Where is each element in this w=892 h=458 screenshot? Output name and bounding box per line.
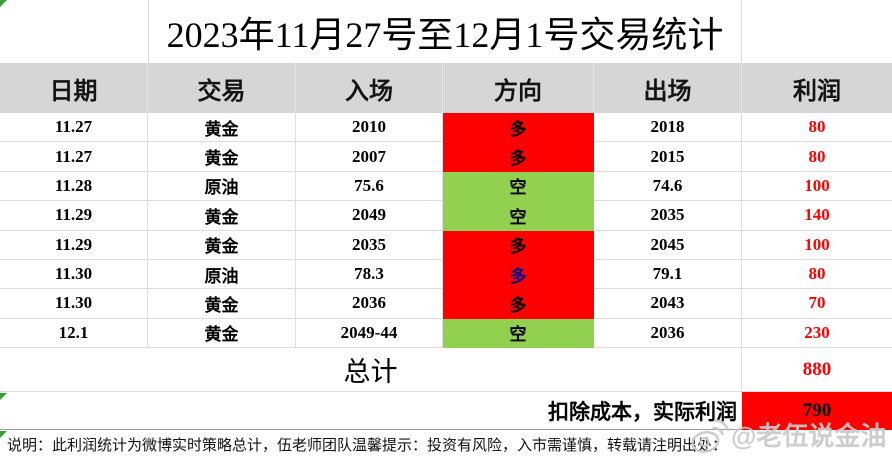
table-row: 11.30 原油 78.3 多 79.1 80 <box>0 259 892 290</box>
title-band: 2023年11月27号至12月1号交易统计 <box>0 0 892 63</box>
date-cell: 11.28 <box>0 171 148 202</box>
column-header-entry: 入场 <box>296 63 443 113</box>
instrument-cell: 黄金 <box>148 113 296 143</box>
profit-cell: 80 <box>742 259 892 290</box>
entry-cell: 2010 <box>296 113 443 143</box>
table-body: 11.27 黄金 2010 多 2018 80 11.27 黄金 2007 多 … <box>0 113 892 348</box>
exit-cell: 2036 <box>594 318 742 348</box>
table-row: 12.1 黄金 2049-44 空 2036 230 <box>0 318 892 348</box>
instrument-cell: 黄金 <box>148 201 296 231</box>
table-row: 11.29 黄金 2049 空 2035 140 <box>0 201 892 231</box>
cell-marker-icon <box>0 393 7 400</box>
direction-cell: 多 <box>443 259 594 290</box>
date-cell: 11.30 <box>0 259 148 290</box>
instrument-cell: 黄金 <box>148 142 296 172</box>
exit-cell: 2035 <box>594 201 742 231</box>
date-cell: 11.30 <box>0 289 148 319</box>
table-header-row: 日期 交易 入场 方向 出场 利润 <box>0 63 892 113</box>
direction-cell: 多 <box>443 113 594 143</box>
watermark: @老伍说金油 <box>688 416 886 453</box>
date-cell: 11.27 <box>0 113 148 143</box>
direction-cell: 空 <box>443 171 594 202</box>
table-row: 11.30 黄金 2036 多 2043 70 <box>0 289 892 319</box>
cell-marker-icon <box>0 0 7 7</box>
entry-cell: 75.6 <box>296 171 443 202</box>
column-header-direction: 方向 <box>443 63 594 113</box>
profit-cell: 80 <box>742 113 892 143</box>
instrument-cell: 黄金 <box>148 318 296 348</box>
exit-cell: 79.1 <box>594 259 742 290</box>
profit-cell: 140 <box>742 201 892 231</box>
entry-cell: 2035 <box>296 230 443 260</box>
exit-cell: 2015 <box>594 142 742 172</box>
column-header-date: 日期 <box>0 63 148 113</box>
profit-cell: 80 <box>742 142 892 172</box>
column-header-instrument: 交易 <box>148 63 296 113</box>
disclaimer-note: 说明：此利润统计为微博实时策略总计，伍老师团队温馨提示：投资有风险，入市需谨慎，… <box>0 430 892 458</box>
exit-cell: 74.6 <box>594 171 742 202</box>
profit-cell: 100 <box>742 230 892 260</box>
total-label: 总计 <box>0 348 742 392</box>
direction-cell: 多 <box>443 230 594 260</box>
entry-cell: 78.3 <box>296 259 443 290</box>
exit-cell: 2043 <box>594 289 742 319</box>
entry-cell: 2049 <box>296 201 443 231</box>
total-value: 880 <box>742 348 892 392</box>
date-cell: 11.27 <box>0 142 148 172</box>
column-header-exit: 出场 <box>594 63 742 113</box>
cell-marker-icon <box>0 431 7 438</box>
net-profit-value: 790 <box>742 392 892 430</box>
table-row: 11.27 黄金 2010 多 2018 80 <box>0 113 892 143</box>
table-row: 11.27 黄金 2007 多 2015 80 <box>0 142 892 172</box>
date-cell: 11.29 <box>0 230 148 260</box>
instrument-cell: 原油 <box>148 259 296 290</box>
page-title: 2023年11月27号至12月1号交易统计 <box>148 0 742 63</box>
instrument-cell: 黄金 <box>148 230 296 260</box>
net-profit-label: 扣除成本，实际利润 <box>0 392 742 430</box>
entry-cell: 2036 <box>296 289 443 319</box>
profit-cell: 100 <box>742 171 892 202</box>
direction-cell: 多 <box>443 289 594 319</box>
instrument-cell: 原油 <box>148 171 296 202</box>
net-profit-row: 扣除成本，实际利润 790 <box>0 392 892 430</box>
watermark-text: @老伍说金油 <box>731 421 887 451</box>
date-cell: 12.1 <box>0 318 148 348</box>
weibo-icon <box>688 417 730 453</box>
table-row: 11.28 原油 75.6 空 74.6 100 <box>0 171 892 202</box>
table-row: 11.29 黄金 2035 多 2045 100 <box>0 230 892 260</box>
direction-cell: 空 <box>443 201 594 231</box>
date-cell: 11.29 <box>0 201 148 231</box>
direction-cell: 空 <box>443 318 594 348</box>
instrument-cell: 黄金 <box>148 289 296 319</box>
column-header-profit: 利润 <box>793 78 841 105</box>
exit-cell: 2045 <box>594 230 742 260</box>
direction-cell: 多 <box>443 142 594 172</box>
exit-cell: 2018 <box>594 113 742 143</box>
profit-cell: 70 <box>742 289 892 319</box>
entry-cell: 2007 <box>296 142 443 172</box>
total-row: 总计 880 <box>0 348 892 392</box>
profit-cell: 230 <box>742 318 892 348</box>
entry-cell: 2049-44 <box>296 318 443 348</box>
